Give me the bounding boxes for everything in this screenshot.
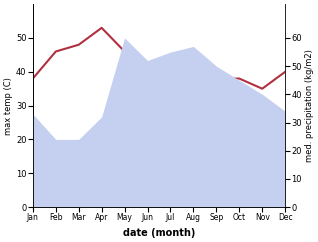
X-axis label: date (month): date (month) [123, 228, 195, 238]
Y-axis label: med. precipitation (kg/m2): med. precipitation (kg/m2) [305, 49, 314, 162]
Y-axis label: max temp (C): max temp (C) [4, 77, 13, 135]
